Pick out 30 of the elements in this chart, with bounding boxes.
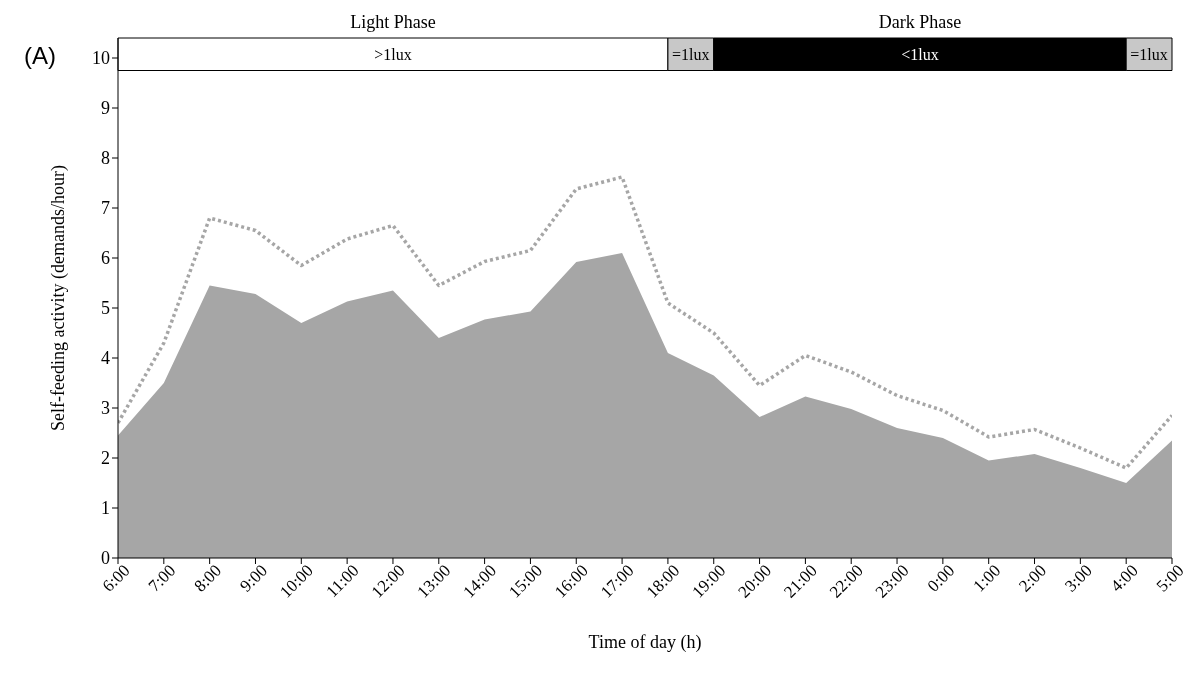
- y-tick-label: 7: [101, 198, 110, 219]
- line-series: [118, 175, 1172, 470]
- band-label: =1lux: [672, 45, 710, 63]
- y-tick-label: 6: [101, 248, 110, 269]
- y-tick-label: 4: [101, 348, 110, 369]
- x-tick-label: 4:00: [1106, 560, 1142, 596]
- x-tick-label: 1:00: [969, 560, 1005, 596]
- y-tick-label: 0: [101, 548, 110, 569]
- y-tick-label: 9: [101, 98, 110, 119]
- x-tick-label: 7:00: [144, 560, 180, 596]
- y-axis-title: Self-feeding activity (demands/hour): [48, 165, 70, 431]
- x-tick-label: 3:00: [1061, 560, 1096, 596]
- y-tick-label: 1: [101, 498, 110, 519]
- x-tick-label: 8:00: [190, 560, 226, 596]
- text: Dark Phase: [877, 12, 963, 33]
- y-tick-label: 8: [101, 148, 110, 169]
- band-label: <1lux: [901, 45, 939, 63]
- band-label: =1lux: [1130, 45, 1168, 63]
- x-tick-label: 2:00: [1015, 560, 1051, 596]
- x-tick-label: 5:00: [1152, 560, 1188, 596]
- text: Light Phase: [349, 12, 437, 33]
- text: (A): [24, 42, 56, 70]
- y-tick-label: 10: [92, 48, 110, 69]
- x-tick-label: 0:00: [923, 560, 959, 596]
- y-tick-label: 2: [101, 448, 110, 469]
- x-tick-label: 9:00: [236, 560, 272, 596]
- y-tick-label: 3: [101, 398, 110, 419]
- band-label: >1lux: [374, 45, 412, 63]
- y-tick-label: 5: [101, 298, 110, 319]
- x-axis-title: Time of day (h): [588, 632, 702, 653]
